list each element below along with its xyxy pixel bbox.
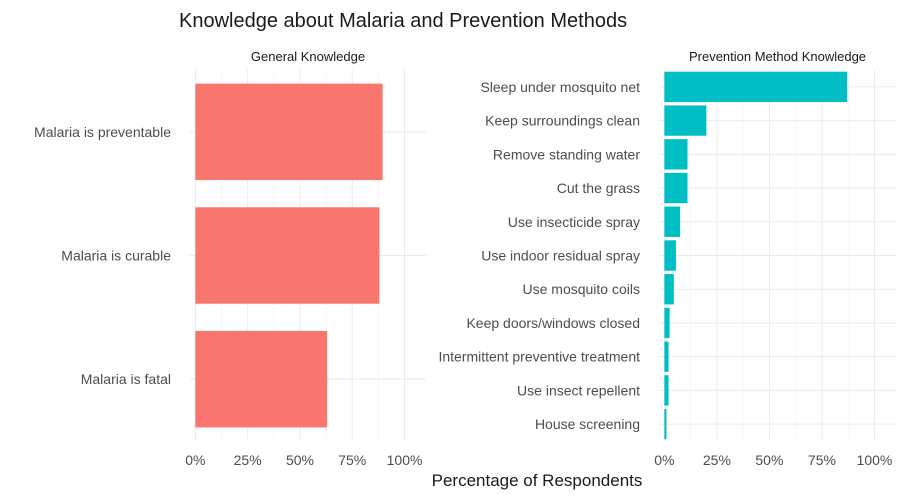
bars xyxy=(664,71,848,440)
facet-label-general-knowledge: General Knowledge xyxy=(251,49,365,64)
bar-malaria-is-preventable xyxy=(195,83,383,181)
category-label-use-insecticide-spray: Use insecticide spray xyxy=(508,214,640,230)
bar-malaria-is-curable xyxy=(195,207,380,304)
category-label-use-indoor-residual-spray: Use indoor residual spray xyxy=(481,248,640,264)
bar-use-mosquito-coils xyxy=(664,274,674,305)
category-labels: Sleep under mosquito net Keep surrounding… xyxy=(438,79,640,432)
x-tick-label: 25% xyxy=(234,452,262,468)
bar-keep-doors-windows-closed xyxy=(664,307,670,339)
bar-remove-standing-water xyxy=(664,139,688,170)
bar-cut-the-grass xyxy=(664,172,688,204)
x-tick-label: 100% xyxy=(857,452,893,468)
x-tick-labels: 0% 25% 50% 75% 100% xyxy=(185,452,422,468)
category-label-keep-doors-windows-closed: Keep doors/windows closed xyxy=(466,315,640,331)
bar-use-insecticide-spray xyxy=(664,206,681,237)
x-tick-label: 25% xyxy=(703,452,731,468)
category-label-malaria-is-fatal: Malaria is fatal xyxy=(81,371,171,387)
bar-malaria-is-fatal xyxy=(195,330,328,428)
panel-prevention-method-knowledge: Prevention Method Knowledge Sleep under … xyxy=(438,49,896,468)
category-label-malaria-is-preventable: Malaria is preventable xyxy=(34,124,171,140)
category-label-house-screening: House screening xyxy=(535,416,640,432)
category-label-intermittent-preventive-treatment: Intermittent preventive treatment xyxy=(438,349,640,365)
panel-grid xyxy=(659,70,896,441)
x-tick-labels: 0% 25% 50% 75% 100% xyxy=(654,452,892,468)
bar-sleep-under-mosquito-net xyxy=(664,71,848,103)
bar-house-screening xyxy=(664,408,667,440)
facet-label-prevention-method-knowledge: Prevention Method Knowledge xyxy=(689,49,866,64)
x-axis-label: Percentage of Respondents xyxy=(432,471,643,490)
category-label-malaria-is-curable: Malaria is curable xyxy=(61,248,171,264)
bar-use-insect-repellent xyxy=(664,375,669,406)
bar-intermittent-preventive-treatment xyxy=(664,341,669,372)
x-tick-label: 50% xyxy=(286,452,314,468)
category-label-remove-standing-water: Remove standing water xyxy=(493,146,640,162)
x-tick-label: 50% xyxy=(755,452,783,468)
x-tick-label: 100% xyxy=(387,452,423,468)
chart-title: Knowledge about Malaria and Prevention M… xyxy=(179,10,627,32)
category-label-keep-surroundings-clean: Keep surroundings clean xyxy=(485,113,640,129)
panel-general-knowledge: General Knowledge Malaria is preventable… xyxy=(34,49,426,468)
bar-use-indoor-residual-spray xyxy=(664,240,676,271)
category-label-use-insect-repellent: Use insect repellent xyxy=(517,382,640,398)
category-label-use-mosquito-coils: Use mosquito coils xyxy=(523,281,641,297)
bar-keep-surroundings-clean xyxy=(664,105,707,136)
category-labels: Malaria is preventable Malaria is curable… xyxy=(34,124,171,387)
category-label-cut-the-grass: Cut the grass xyxy=(557,180,640,196)
bars xyxy=(195,83,383,428)
x-tick-label: 75% xyxy=(808,452,836,468)
x-tick-label: 0% xyxy=(185,452,205,468)
x-tick-label: 75% xyxy=(338,452,366,468)
category-label-sleep-under-mosquito-net: Sleep under mosquito net xyxy=(480,79,640,95)
x-tick-label: 0% xyxy=(654,452,674,468)
